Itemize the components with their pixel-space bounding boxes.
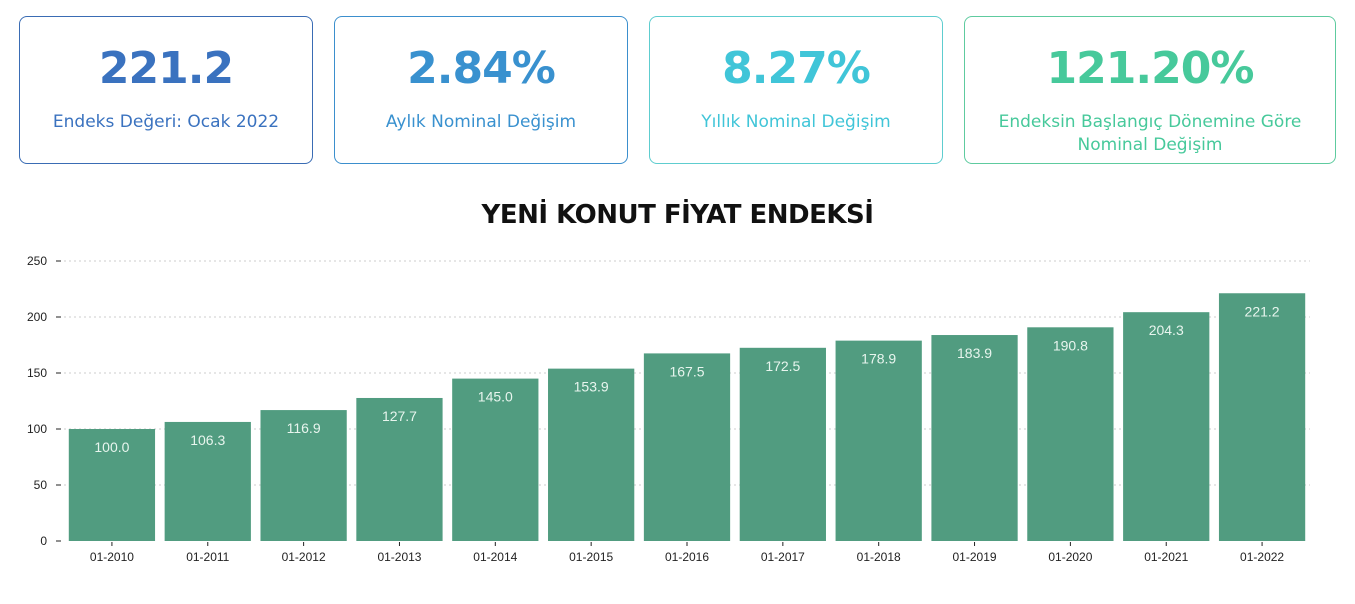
bar bbox=[835, 340, 922, 541]
x-tick-label: 01-2014 bbox=[473, 550, 517, 564]
x-tick-label: 01-2010 bbox=[90, 550, 134, 564]
bar bbox=[548, 368, 635, 541]
yearly-change-label: Yıllık Nominal Değişim bbox=[701, 112, 891, 132]
card-index-value: 221.2 Endeks Değeri: Ocak 2022 bbox=[19, 16, 313, 164]
bar bbox=[931, 335, 1018, 541]
x-tick-label: 01-2021 bbox=[1144, 550, 1188, 564]
bar-value-label: 172.5 bbox=[765, 358, 800, 374]
bars: 100.0 106.3 116.9 127.7 145.0 153.9 167.5 172.5… bbox=[68, 293, 1306, 541]
monthly-change-label: Aylık Nominal Değişim bbox=[385, 112, 577, 132]
x-tick-label: 01-2011 bbox=[186, 550, 229, 564]
card-total-change: 121.20% Endeksin Başlangıç Dönemine Göre… bbox=[964, 16, 1336, 164]
yearly-change-value: 8.27% bbox=[722, 43, 871, 94]
bar-value-label: 145.0 bbox=[478, 389, 513, 405]
y-axis: 0 50 100 150 200 250 bbox=[27, 254, 61, 548]
bar bbox=[68, 429, 156, 541]
y-tick-label: 0 bbox=[40, 534, 47, 548]
bar-value-label: 190.8 bbox=[1053, 337, 1088, 353]
x-tick-label: 01-2022 bbox=[1240, 550, 1284, 564]
x-tick-label: 01-2019 bbox=[953, 550, 997, 564]
y-tick-label: 150 bbox=[27, 366, 47, 380]
bar bbox=[643, 353, 731, 541]
monthly-change-value: 2.84% bbox=[407, 43, 556, 94]
index-value-label: Endeks Değeri: Ocak 2022 bbox=[52, 112, 280, 132]
bar-value-label: 204.3 bbox=[1149, 322, 1184, 338]
total-change-label: Endeksin Başlangıç Dönemine Göre Nominal… bbox=[998, 112, 1302, 155]
bar bbox=[452, 378, 539, 541]
bar-value-label: 100.0 bbox=[94, 439, 129, 455]
index-value: 221.2 bbox=[98, 43, 234, 94]
chart-title: YENİ KONUT FİYAT ENDEKSİ bbox=[481, 200, 874, 230]
bar-value-label: 178.9 bbox=[861, 351, 896, 367]
y-tick-label: 50 bbox=[34, 478, 48, 492]
card-monthly-change: 2.84% Aylık Nominal Değişim bbox=[334, 16, 628, 164]
bar bbox=[260, 410, 347, 541]
bar-value-label: 153.9 bbox=[574, 379, 609, 395]
x-tick-label: 01-2015 bbox=[569, 550, 613, 564]
bar-value-label: 127.7 bbox=[382, 408, 417, 424]
y-tick-label: 200 bbox=[27, 310, 47, 324]
total-change-value: 121.20% bbox=[1046, 43, 1255, 94]
bar bbox=[1027, 327, 1114, 541]
y-tick-label: 100 bbox=[27, 422, 47, 436]
x-tick-label: 01-2020 bbox=[1048, 550, 1092, 564]
x-tick-label: 01-2018 bbox=[857, 550, 901, 564]
card-yearly-change: 8.27% Yıllık Nominal Değişim bbox=[649, 16, 943, 164]
bar-value-label: 221.2 bbox=[1245, 303, 1280, 319]
bar bbox=[356, 397, 443, 541]
bar-value-label: 167.5 bbox=[669, 363, 704, 379]
bar-value-label: 116.9 bbox=[287, 420, 321, 436]
x-tick-label: 01-2016 bbox=[665, 550, 709, 564]
x-tick-label: 01-2017 bbox=[761, 550, 805, 564]
x-tick-label: 01-2012 bbox=[282, 550, 326, 564]
bar bbox=[1218, 293, 1306, 541]
bar-value-label: 183.9 bbox=[957, 345, 992, 361]
bar-value-label: 106.3 bbox=[190, 432, 225, 448]
bar bbox=[739, 347, 826, 541]
y-tick-label: 250 bbox=[27, 254, 47, 268]
bar bbox=[164, 421, 251, 541]
bar bbox=[1123, 312, 1210, 541]
x-axis: 01-2010 01-2011 01-2012 01-2013 01-2014 01-20… bbox=[90, 542, 1284, 564]
x-tick-label: 01-2013 bbox=[377, 550, 421, 564]
